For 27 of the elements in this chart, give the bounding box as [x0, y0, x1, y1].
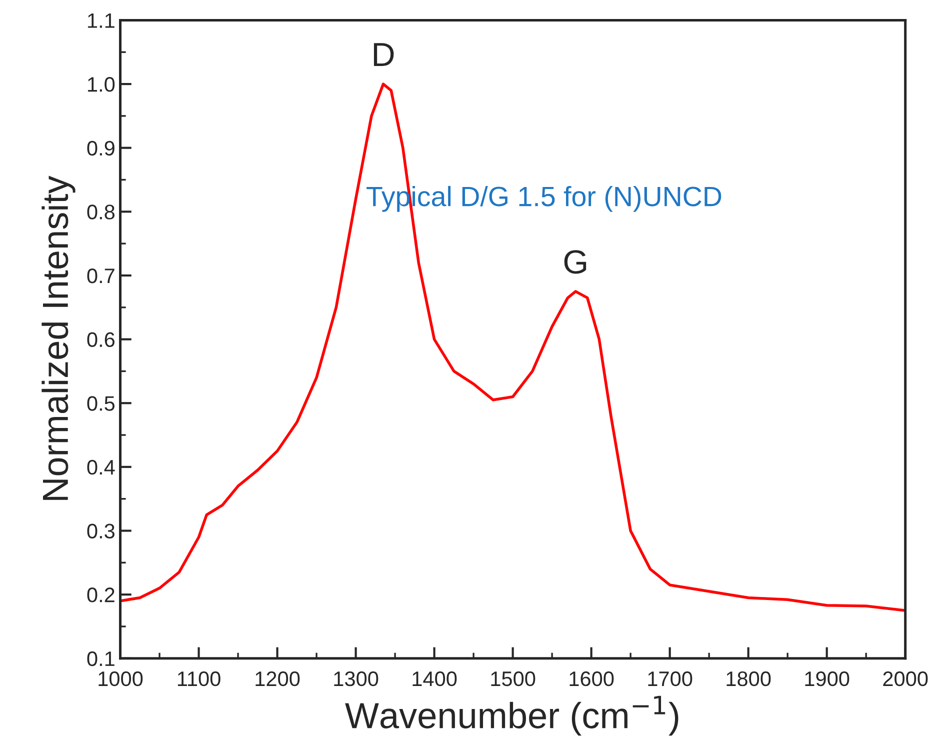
x-tick-label: 1000 — [98, 671, 143, 686]
y-tick-label: 0.3 — [87, 524, 114, 538]
y-tick-label: 0.5 — [87, 396, 115, 411]
y-tick-label: 0.8 — [87, 204, 115, 220]
x-axis-title: Wavenumber (cm$^{−1}$) — [345, 696, 678, 736]
y-tick-label: 1.0 — [88, 77, 115, 92]
y-tick-label: 0.1 — [87, 651, 114, 666]
x-tick-label: 1600 — [570, 671, 614, 686]
annotation: G — [564, 250, 586, 274]
y-tick-label: 0.7 — [87, 268, 114, 284]
y-tick-label: 0.9 — [87, 140, 114, 156]
y-tick-label: 1.1 — [88, 13, 114, 28]
x-tick-label: 1200 — [256, 671, 300, 686]
annotation: D — [374, 43, 394, 66]
y-tick-label: 0.6 — [87, 332, 114, 348]
y-tick-label: 0.4 — [87, 460, 115, 475]
x-tick-label: 1300 — [334, 671, 378, 686]
x-tick-label: 1500 — [491, 671, 536, 686]
x-tick-label: 1100 — [178, 671, 220, 686]
x-tick-label: 2000 — [883, 671, 928, 686]
line-series — [120, 82, 906, 612]
x-tick-label: 1900 — [805, 671, 850, 686]
y-axis-title: Normalized Intensity — [42, 176, 76, 500]
x-tick-label: 1800 — [726, 671, 771, 686]
x-tick-label: 1700 — [648, 671, 692, 686]
y-tick-label: 0.2 — [87, 588, 114, 602]
x-tick-label: 1400 — [412, 671, 457, 686]
